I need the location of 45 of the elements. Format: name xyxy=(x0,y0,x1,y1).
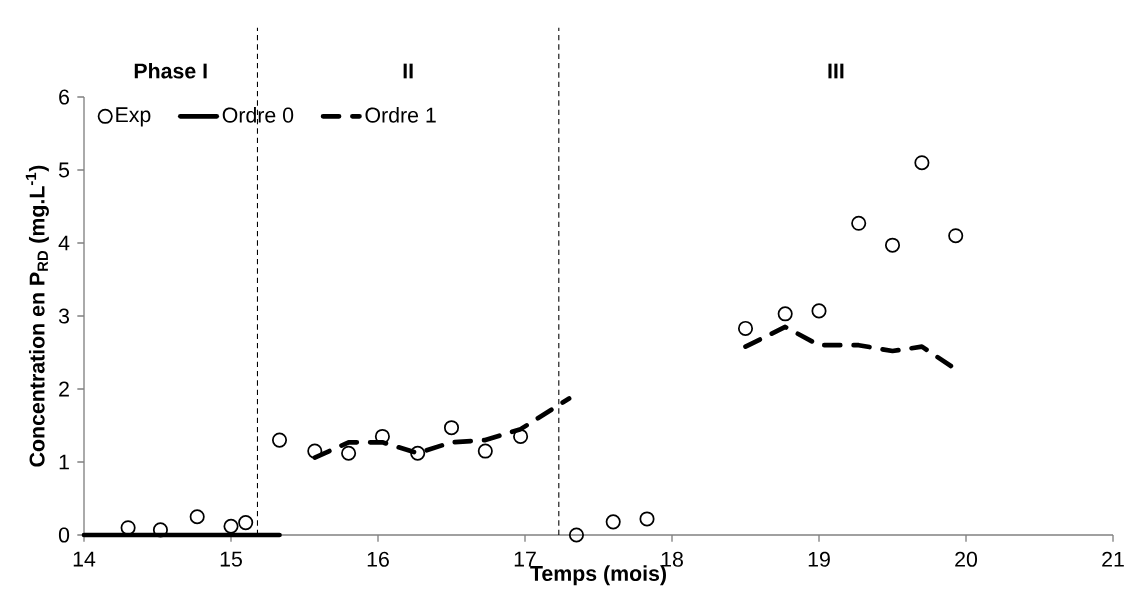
point xyxy=(223,518,239,534)
point xyxy=(271,432,288,448)
point xyxy=(737,320,754,336)
y-tick-label: 2 xyxy=(59,381,69,397)
point xyxy=(189,509,205,525)
x-tick-label: 21 xyxy=(1102,551,1124,567)
point xyxy=(443,420,460,436)
y-tick-label: 3 xyxy=(58,308,70,324)
text: Phase I xyxy=(134,62,207,79)
legend-label: Ordre 1 xyxy=(365,106,436,123)
y-tick-label: 6 xyxy=(59,89,70,105)
point xyxy=(152,522,168,538)
point xyxy=(851,215,867,231)
x-tick-label: 15 xyxy=(220,551,242,567)
y-tick-label: 1 xyxy=(59,454,69,470)
y-axis-title: Concentration en P$_{RD}$ (mg.L$^{-1}$) xyxy=(25,165,49,467)
point xyxy=(341,445,357,461)
point xyxy=(811,303,827,319)
legend-label: Ordre 0 xyxy=(222,106,294,123)
x-tick-label: 14 xyxy=(73,551,96,567)
text: II xyxy=(403,63,413,79)
y-tick-label: 0 xyxy=(58,527,70,543)
point xyxy=(307,443,323,459)
point xyxy=(605,514,621,530)
point xyxy=(410,445,426,461)
point xyxy=(374,428,390,444)
legend-label: Exp xyxy=(116,107,151,127)
text: III xyxy=(828,63,844,79)
point xyxy=(777,306,793,322)
x-tick-label: 18 xyxy=(661,551,683,567)
y-tick-label: 4 xyxy=(58,235,70,251)
point xyxy=(477,443,493,459)
y-tick-label: 5 xyxy=(58,162,70,178)
x-tick-label: 19 xyxy=(808,551,830,567)
x-tick-label: 16 xyxy=(367,551,389,567)
x-tick-label: 17 xyxy=(514,551,536,567)
point xyxy=(948,228,964,244)
point xyxy=(513,428,529,444)
x-axis-title: Temps (mois) xyxy=(530,565,666,586)
point xyxy=(238,515,254,531)
point xyxy=(568,527,584,543)
point xyxy=(914,155,930,171)
point xyxy=(884,237,901,253)
x-tick-label: 20 xyxy=(955,551,978,567)
point xyxy=(639,511,655,527)
